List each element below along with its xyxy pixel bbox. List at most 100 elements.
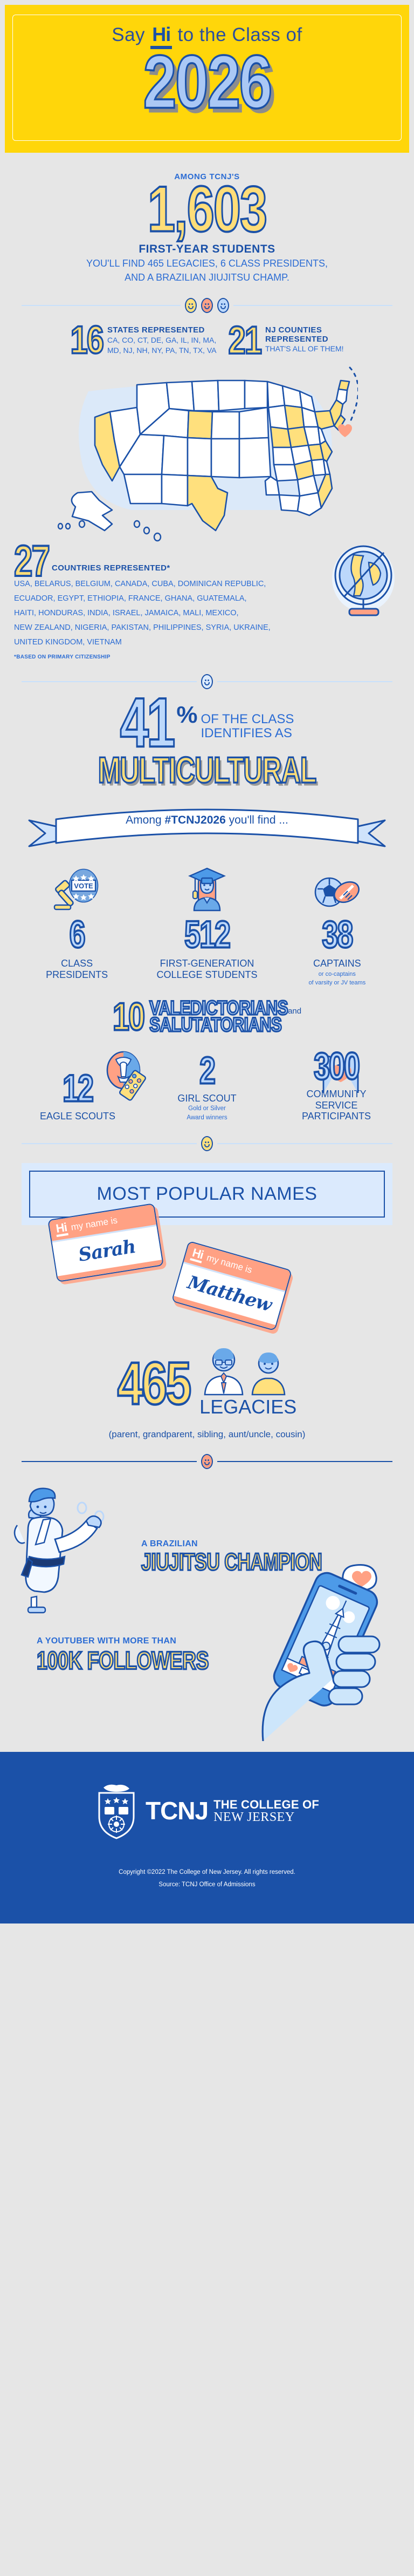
girl-scouts-count: 2 <box>198 1049 216 1092</box>
graduate-svg <box>188 867 226 912</box>
stat-girl-scouts: 2 GIRL SCOUT Gold or Silver Award winner… <box>142 1051 272 1122</box>
phone-hand-svg <box>261 1564 381 1741</box>
stat-eagle-scouts: 12 EAGLE SCOUTS <box>13 1069 142 1122</box>
eagle-scout-badge-icon <box>100 1048 159 1110</box>
banner-ribbon-svg: Among #TCNJ2026 you'll find ... <box>28 808 386 847</box>
multicultural-section: 41 % OF THE CLASS IDENTIFIES AS MULTICUL… <box>0 687 414 800</box>
divider-three-faces <box>22 298 392 314</box>
hero-tagline: Say Hi to the Class of <box>18 23 396 49</box>
among-eyebrow: AMONG TCNJ'S <box>174 172 240 182</box>
states-stat: 16 STATES REPRESENTED CA, CO, CT, DE, GA… <box>70 320 217 361</box>
jiujitsu-section: A BRAZILIAN JIUJITSU CHAMPION <box>0 1481 414 1616</box>
tcnj-shield-icon <box>98 1784 135 1839</box>
banner-pre: Among <box>126 814 164 826</box>
community-service-count: 300 <box>313 1045 361 1088</box>
countries-list-line-2: ECUADOR, EGYPT, ETHIOPIA, FRANCE, GHANA,… <box>14 594 247 603</box>
name-tag-hi-label: Hi <box>54 1220 68 1237</box>
stat-community-service: 300 COMMUNITY SERVICE PARTICIPANTS <box>272 1046 401 1122</box>
karate-kick-illustration <box>13 1485 153 1617</box>
states-list-line-2: MD, NJ, NH, NY, PA, TN, TX, VA <box>107 345 217 355</box>
tcnj2026-banner: Among #TCNJ2026 you'll find ... <box>0 805 414 860</box>
globe-illustration <box>330 544 400 628</box>
most-popular-names-title: MOST POPULAR NAMES <box>96 1183 318 1204</box>
banner-hashtag: #TCNJ2026 <box>165 814 226 826</box>
sports-balls-icon <box>273 865 401 913</box>
counties-heading-line-1: NJ COUNTIES <box>265 325 322 335</box>
divider-line-right <box>217 681 392 682</box>
smiley-face-blue-icon <box>217 298 229 314</box>
countries-list-line-4: NEW ZEALAND, NIGERIA, PAKISTAN, PHILIPPI… <box>14 623 271 632</box>
name-tag-matthew: Hi my name is Matthew <box>171 1240 293 1331</box>
hero-say-pre: Say <box>112 24 151 45</box>
multicultural-word: MULTICULTURAL <box>97 749 317 792</box>
hero-class-year: 2026 <box>142 39 273 124</box>
name-tag-sarah: Hi my name is Sarah <box>47 1202 164 1282</box>
first-generation-count: 512 <box>183 914 231 956</box>
captains-count: 38 <box>321 914 354 956</box>
legacies-word: LEGACIES <box>199 1395 297 1418</box>
hands-heart-icon <box>314 1044 368 1099</box>
tcnj-wordmark: TCNJ <box>145 1796 209 1825</box>
girl-scouts-sub-line-1: Gold or Silver <box>188 1105 226 1112</box>
divider-line-left <box>22 305 181 307</box>
scouts-section: 12 EAGLE SCOUTS 2 GIRL SCOUT Gold or Sil… <box>0 1046 414 1122</box>
legacies-count: 465 <box>116 1350 192 1418</box>
footer-source: Source: TCNJ Office of Admissions <box>158 1881 256 1888</box>
footer: TCNJ THE COLLEGE OF NEW JERSEY Copyright… <box>0 1751 414 1923</box>
girl-scouts-sub-line-2: Award winners <box>187 1114 227 1121</box>
phone-in-hand-illustration <box>248 1563 410 1744</box>
jiujitsu-text: A BRAZILIAN JIUJITSU CHAMPION <box>141 1539 323 1576</box>
legacies-section: 465 LEGACIES <box>0 1346 414 1423</box>
youtuber-section: A YOUTUBER WITH MORE THAN 100K FOLLOWERS <box>0 1564 414 1741</box>
hero-say-post: to the Class of <box>172 24 302 45</box>
eagle-scouts-count: 12 <box>61 1068 94 1110</box>
smiley-face-paleblue-icon <box>201 674 213 689</box>
youtuber-small-label: A YOUTUBER WITH MORE THAN <box>37 1636 177 1646</box>
first-generation-label-line-1: FIRST-GENERATION <box>160 958 254 969</box>
countries-list-line-5: UNITED KINGDOM, VIETNAM <box>14 637 122 647</box>
footer-copyright: Copyright ©2022 The College of New Jerse… <box>119 1868 295 1875</box>
karate-kick-svg <box>13 1487 105 1613</box>
usa-map-illustration <box>0 359 414 545</box>
eagle-scouts-label: EAGLE SCOUTS <box>39 1111 116 1122</box>
popular-name-1: Sarah <box>77 1235 137 1267</box>
first-year-count: 1,603 <box>147 174 268 246</box>
counties-heading-line-2: REPRESENTED <box>265 334 328 344</box>
name-tag-my-name-label: my name is <box>70 1215 119 1233</box>
divider-line-left <box>22 1143 197 1144</box>
geography-stats: 16 STATES REPRESENTED CA, CO, CT, DE, GA… <box>0 318 414 363</box>
hero-hi-word: Hi <box>150 23 172 49</box>
countries-section: 27 COUNTRIES REPRESENTED* USA, BELARUS, … <box>0 539 414 660</box>
valedictorians-and: and <box>288 1007 302 1016</box>
vote-gavel-svg: VOTE <box>53 868 98 910</box>
countries-heading: COUNTRIES REPRESENTED* <box>51 563 170 573</box>
captains-sub-line-2: of varsity or JV teams <box>308 979 366 986</box>
graduate-icon <box>143 865 271 913</box>
valedictorians-section: 10 VALEDICTORIANSand SALUTATORIANS <box>0 996 414 1037</box>
divider-line-left <box>22 681 197 682</box>
tcnj-newjersey-line: NEW JERSEY <box>213 1810 295 1824</box>
community-service-label-line-1: COMMUNITY <box>306 1089 367 1100</box>
hero-banner: Say Hi to the Class of 2026 <box>5 5 409 153</box>
tcnj-logo: TCNJ THE COLLEGE OF NEW JERSEY <box>11 1782 403 1840</box>
states-heading: STATES REPRESENTED <box>107 325 205 335</box>
class-presidents-label-line-2: PRESIDENTS <box>46 969 108 980</box>
svg-text:Among #TCNJ2026 you'll find ..: Among #TCNJ2026 you'll find ... <box>126 814 288 826</box>
stats-three-up: VOTE 6 CLASS PRESIDENTS <box>0 865 414 987</box>
counties-count: 21 <box>227 318 263 363</box>
stat-class-presidents: VOTE 6 CLASS PRESIDENTS <box>13 865 141 980</box>
name-tag-hi-label: Hi <box>190 1246 205 1263</box>
svg-text:VOTE: VOTE <box>74 882 93 890</box>
name-tags-group: Hi my name is Sarah Hi my name is Matthe… <box>0 1202 414 1341</box>
counties-sub: THAT'S ALL OF THEM! <box>265 344 344 354</box>
divider-single-face-coral <box>22 1453 392 1469</box>
stat-first-generation: 512 FIRST-GENERATION COLLEGE STUDENTS <box>143 865 271 980</box>
community-service-label-line-2: SERVICE <box>315 1099 358 1111</box>
hero-inner-frame: Say Hi to the Class of 2026 <box>12 15 402 141</box>
divider-single-face-paleblue <box>22 674 392 689</box>
salutatorians-word: SALUTATORIANS <box>149 1014 282 1036</box>
girl-scouts-label: GIRL SCOUT <box>177 1092 237 1104</box>
banner-post: you'll find ... <box>226 814 288 826</box>
countries-footnote: *BASED ON PRIMARY CITIZENSHIP <box>14 654 111 660</box>
jiujitsu-big-label: JIUJITSU CHAMPION <box>141 1548 323 1576</box>
